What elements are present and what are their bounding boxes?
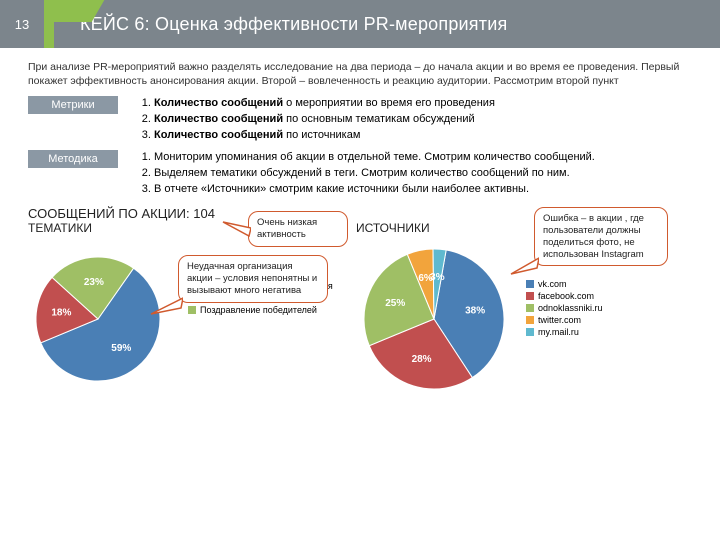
callout-text: Ошибка – в акции , где пользователи долж… (543, 213, 644, 260)
legend-text: vk.com (538, 279, 567, 289)
method-item: Выделяем тематики обсуждений в теги. Смо… (154, 166, 692, 182)
pie-slice-label: 38% (465, 306, 485, 317)
method-row: Методика Мониторим упоминания об акции в… (0, 148, 720, 202)
left-pie-chart: 59% 18% 23% (28, 239, 178, 399)
legend-swatch (526, 328, 534, 336)
metrics-item: Количество сообщений по основным тематик… (154, 112, 692, 128)
header-bar: 13 КЕЙС 6: Оценка эффективности PR-мероп… (0, 0, 720, 48)
legend-swatch (526, 292, 534, 300)
pie-slice-label: 23% (84, 277, 104, 288)
page-number: 13 (0, 0, 44, 48)
right-chart-label: ИСТОЧНИКИ (356, 221, 516, 235)
charts-row: ТЕМАТИКИ 59% 18% 23% Уточнение условий про… (0, 221, 720, 404)
metrics-item-bold: Количество сообщений (154, 113, 283, 125)
callout-tail-icon (221, 220, 251, 240)
legend-row: vk.com (526, 279, 626, 289)
callout-instagram: Ошибка – в акции , где пользователи долж… (534, 207, 668, 267)
metrics-list: Количество сообщений о мероприятии во вр… (132, 96, 692, 148)
metrics-row: Метрики Количество сообщений о мероприят… (0, 94, 720, 148)
callout-text: Неудачная организация акции – условия не… (187, 261, 317, 296)
legend-row: twitter.com (526, 315, 626, 325)
legend-text: facebook.com (538, 291, 594, 301)
method-tag-col: Методика (28, 150, 118, 202)
tag-metrics: Метрики (28, 96, 118, 114)
metrics-item-bold: Количество сообщений (154, 129, 283, 141)
legend-text: twitter.com (538, 315, 581, 325)
legend-row: my.mail.ru (526, 327, 626, 337)
callout-tail-icon (509, 254, 539, 278)
legend-swatch (526, 304, 534, 312)
right-legend: vk.com facebook.com odnoklassniki.ru twitte… (526, 279, 626, 337)
left-chart-label: ТЕМАТИКИ (28, 221, 178, 235)
legend-swatch (526, 316, 534, 324)
legend-row: Поздравление победителей (188, 305, 338, 315)
legend-swatch (526, 280, 534, 288)
callout-tail-icon (149, 294, 183, 318)
method-item: В отчете «Источники» смотрим какие источ… (154, 182, 692, 198)
legend-text: Поздравление победителей (200, 305, 317, 315)
method-list: Мониторим упоминания об акции в отдельно… (132, 150, 692, 202)
callout-text: Очень низкая активность (257, 217, 317, 240)
legend-text: odnoklassniki.ru (538, 303, 603, 313)
callout-bad-org: Неудачная организация акции – условия не… (178, 255, 328, 303)
intro-text: При анализе PR-мероприятий важно разделя… (0, 48, 720, 94)
legend-swatch (188, 306, 196, 314)
pie-slice-label: 25% (385, 298, 405, 309)
pie-slice-label: 59% (111, 343, 131, 354)
legend-text: my.mail.ru (538, 327, 579, 337)
pie-slice-label: 3% (430, 272, 445, 283)
pie-slice-label: 28% (412, 354, 432, 365)
metrics-item-bold: Количество сообщений (154, 97, 283, 109)
method-item: Мониторим упоминания об акции в отдельно… (154, 150, 692, 166)
callout-low-activity: Очень низкая активность (248, 211, 348, 247)
right-pie-chart: 38%28%25%6%3% (356, 239, 516, 399)
legend-row: odnoklassniki.ru (526, 303, 626, 313)
right-chart-col: ИСТОЧНИКИ 38%28%25%6%3% (356, 221, 516, 404)
metrics-item: Количество сообщений по источникам (154, 128, 692, 144)
pie-slice-label: 18% (51, 308, 71, 319)
left-legend-col: Уточнение условий проведенияНедовольство… (188, 221, 338, 404)
page-title: КЕЙС 6: Оценка эффективности PR-мероприя… (80, 14, 507, 35)
metrics-tag-col: Метрики (28, 96, 118, 148)
metrics-item: Количество сообщений о мероприятии во вр… (154, 96, 692, 112)
tag-method: Методика (28, 150, 118, 168)
legend-row: facebook.com (526, 291, 626, 301)
